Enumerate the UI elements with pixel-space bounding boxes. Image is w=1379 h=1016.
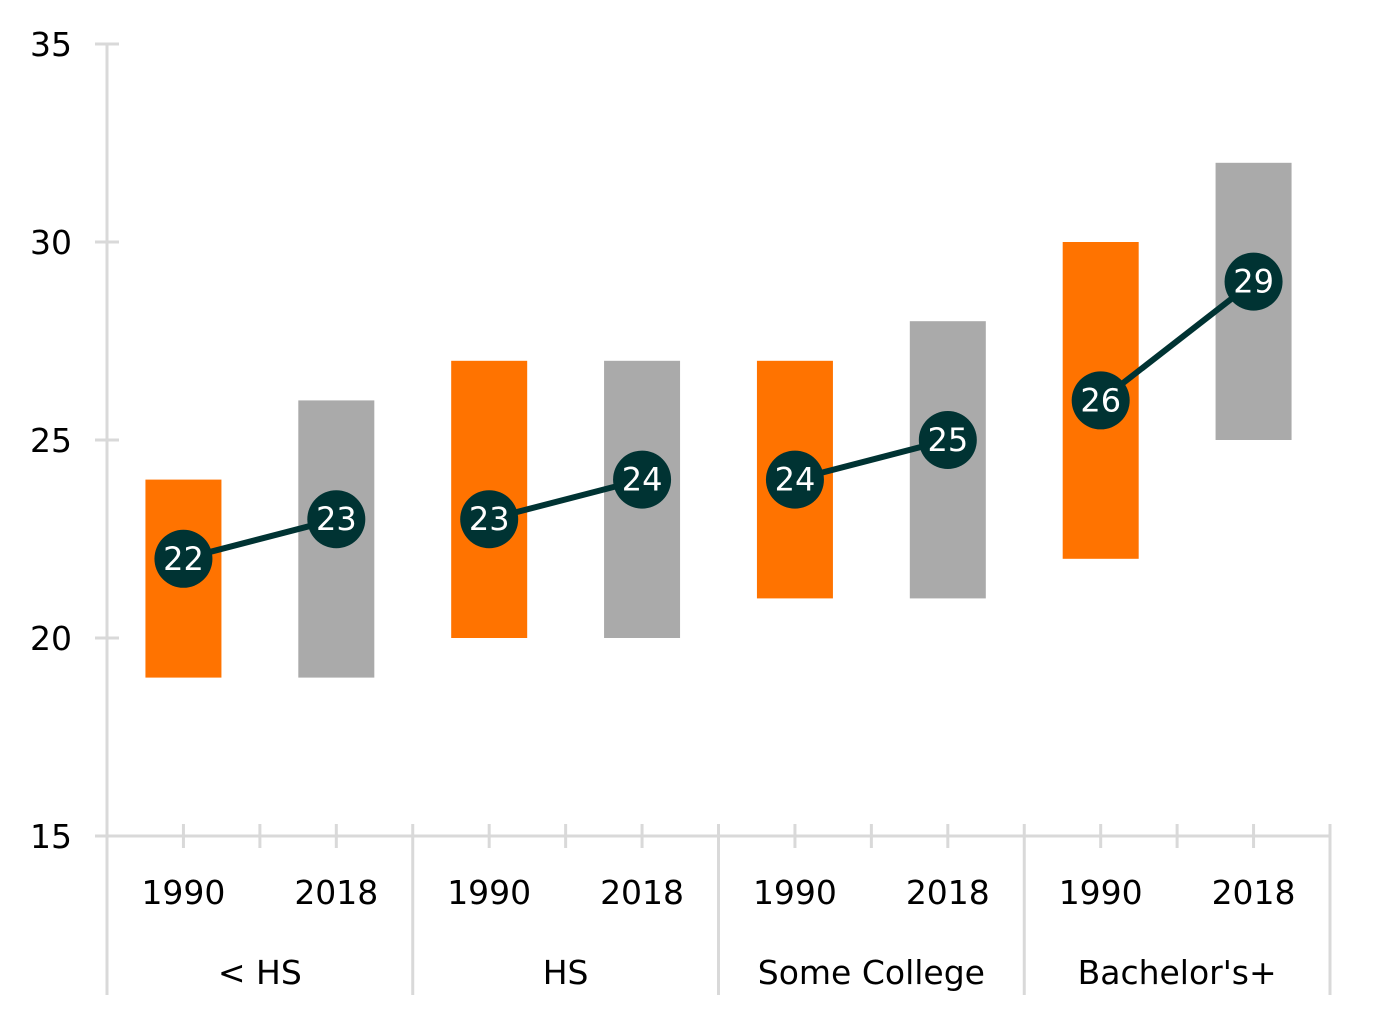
- median-point-label: 22: [163, 540, 204, 578]
- range-bars: [145, 162, 1292, 678]
- x-tick-label: 2018: [294, 873, 378, 912]
- median-line: [1098, 279, 1256, 403]
- x-tick-label: 1990: [753, 873, 837, 912]
- x-tick-label: 2018: [600, 873, 684, 912]
- y-tick-label: 25: [30, 421, 72, 460]
- median-point-label: 24: [775, 461, 816, 499]
- median-point-label: 26: [1080, 381, 1121, 419]
- x-tick-label: 1990: [141, 873, 225, 912]
- median-point: [154, 529, 213, 588]
- x-tick-label: 2018: [1212, 873, 1296, 912]
- median-points: 22 23 23 24 24 25 26 29: [154, 252, 1283, 588]
- median-point: [613, 450, 672, 509]
- median-point: [1071, 371, 1130, 430]
- x-tick-label: 2018: [906, 873, 990, 912]
- y-tick-label: 30: [30, 223, 72, 262]
- axes: [95, 42, 1332, 995]
- y-tick-label: 15: [30, 817, 72, 856]
- median-point-label: 23: [469, 500, 510, 538]
- axis-labels: 15 20 25 30 35 1990 2018 1990 2018 1990 2018 1990 20…: [30, 25, 1296, 992]
- median-point-label: 23: [316, 500, 357, 538]
- y-tick-label: 20: [30, 619, 72, 658]
- median-point-label: 25: [927, 421, 968, 459]
- x-group-label: < HS: [218, 953, 302, 992]
- y-tick-label: 35: [30, 25, 72, 64]
- median-point: [460, 490, 519, 549]
- median-point: [918, 411, 977, 469]
- x-group-label: Some College: [758, 953, 985, 992]
- median-point: [1224, 252, 1283, 311]
- median-point-label: 29: [1233, 263, 1274, 301]
- x-group-label: Bachelor's+: [1078, 953, 1277, 992]
- x-tick-label: 1990: [447, 873, 531, 912]
- median-point: [765, 450, 824, 509]
- median-point-label: 24: [622, 461, 663, 499]
- x-tick-label: 1990: [1059, 873, 1143, 912]
- median-point: [307, 490, 366, 549]
- x-group-label: HS: [543, 953, 589, 992]
